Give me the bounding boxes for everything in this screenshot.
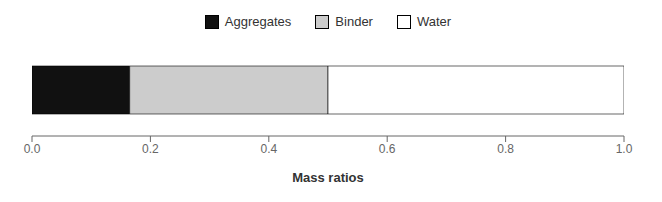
- svg-text:0.0: 0.0: [24, 142, 41, 156]
- svg-text:0.8: 0.8: [497, 142, 514, 156]
- html-text:Water: Water: [416, 14, 452, 29]
- html-text:Binder: Binder: [335, 14, 373, 29]
- svg-text:Mass ratios: Mass ratios: [292, 170, 364, 185]
- svg-text:0.4: 0.4: [260, 142, 277, 156]
- html-text:Aggregates: Aggregates: [224, 14, 292, 29]
- svg-text:1.0: 1.0: [616, 142, 633, 156]
- svg-text:0.2: 0.2: [142, 142, 159, 156]
- svg-text:0.6: 0.6: [379, 142, 396, 156]
